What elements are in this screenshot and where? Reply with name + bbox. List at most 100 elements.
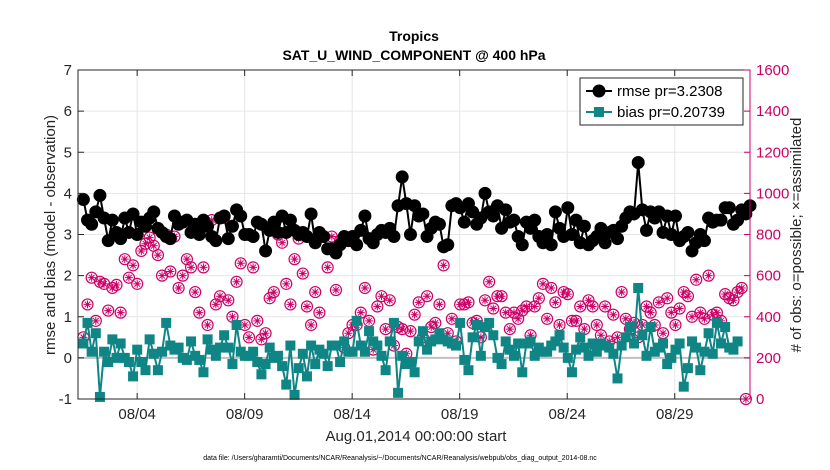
rmse-point <box>668 209 682 223</box>
rmse-point <box>395 170 409 184</box>
obs-possible-circle <box>516 304 529 317</box>
obs-assimilated-cross <box>207 216 216 225</box>
obs-assimilated-cross <box>609 310 618 319</box>
bias-point <box>82 317 93 328</box>
chart-subtitle: SAT_U_WIND_COMPONENT @ 400 hPa <box>282 47 545 63</box>
bias-point <box>571 344 582 355</box>
obs-possible-circle <box>172 281 185 295</box>
obs-assimilated-cross <box>87 273 96 282</box>
obs-point <box>251 314 264 327</box>
obs-possible-circle <box>644 306 657 319</box>
bias-point <box>525 336 536 347</box>
obs-assimilated-cross <box>688 312 697 321</box>
bias-point <box>339 336 350 347</box>
obs-assimilated-cross <box>158 271 167 280</box>
obs-possible-circle <box>184 261 198 274</box>
obs-possible-circle <box>669 318 682 332</box>
obs-possible-circle <box>255 333 268 346</box>
obs-point <box>607 308 620 321</box>
rmse-point <box>403 228 417 241</box>
obs-point <box>110 278 123 291</box>
obs-point <box>296 267 309 280</box>
obs-assimilated-cross <box>464 298 473 307</box>
obs-assimilated-cross <box>547 283 556 292</box>
obs-possible-circle <box>640 300 653 313</box>
bias-point <box>459 354 470 365</box>
bias-point <box>285 340 296 351</box>
y-tick-label: 5 <box>64 144 72 161</box>
bias-point <box>194 354 205 365</box>
obs-assimilated-cross <box>244 333 253 342</box>
bias-point <box>682 363 693 374</box>
rmse-point <box>85 217 99 231</box>
obs-point <box>247 261 260 274</box>
rmse-point <box>221 232 235 246</box>
obs-point <box>371 300 384 313</box>
y2-tick-label: 200 <box>756 350 781 367</box>
obs-assimilated-cross <box>460 300 469 309</box>
bias-point <box>206 344 217 355</box>
obs-possible-circle <box>478 294 492 307</box>
obs-point <box>267 285 280 299</box>
rmse-point <box>515 238 529 252</box>
obs-assimilated-cross <box>659 329 668 338</box>
bias-point <box>140 365 151 376</box>
bias-point <box>152 365 163 376</box>
obs-assimilated-cross <box>116 308 125 317</box>
obs-point <box>669 318 682 332</box>
y2-tick-label: 0 <box>756 391 764 408</box>
obs-point <box>305 318 318 332</box>
obs-possible-circle <box>247 261 260 274</box>
bias-point <box>728 344 739 355</box>
obs-assimilated-cross <box>261 329 270 338</box>
obs-assimilated-cross <box>141 239 150 248</box>
obs-assimilated-cross <box>596 331 605 340</box>
obs-assimilated-cross <box>493 292 502 301</box>
obs-possible-circle <box>329 283 343 297</box>
rmse-point <box>387 230 401 244</box>
obs-assimilated-cross <box>675 304 684 313</box>
obs-possible-circle <box>719 288 732 301</box>
obs-point <box>404 325 417 338</box>
obs-possible-circle <box>404 325 417 338</box>
bias-point <box>318 348 329 359</box>
rmse-point <box>507 213 521 227</box>
obs-assimilated-cross <box>124 273 133 282</box>
obs-point <box>656 327 670 340</box>
bias-point <box>587 338 598 349</box>
obs-point <box>735 281 748 295</box>
obs-point <box>396 322 409 336</box>
obs-possible-circle <box>735 281 748 295</box>
obs-assimilated-cross <box>563 290 572 299</box>
bias-point <box>529 350 540 361</box>
y-tick-label: 4 <box>64 185 72 202</box>
obs-assimilated-cross <box>187 263 196 272</box>
obs-possible-circle <box>251 314 264 327</box>
bias-point <box>186 336 197 347</box>
obs-point <box>197 261 210 274</box>
obs-assimilated-cross <box>712 308 721 317</box>
obs-point <box>483 275 496 288</box>
obs-possible-circle <box>582 294 595 307</box>
bias-point <box>666 352 677 363</box>
obs-possible-circle <box>586 300 599 313</box>
bias-point <box>604 342 615 353</box>
rmse-point <box>714 213 728 227</box>
obs-possible-circle <box>313 306 326 319</box>
obs-assimilated-cross <box>559 288 568 297</box>
rmse-point <box>432 217 446 231</box>
x-tick-label: 08/14 <box>333 406 371 423</box>
rmse-point <box>486 209 500 223</box>
rmse-point <box>283 213 297 227</box>
obs-point <box>313 306 326 319</box>
obs-assimilated-cross <box>704 271 713 280</box>
obs-possible-circle <box>300 300 314 313</box>
obs-possible-circle <box>102 304 115 317</box>
obs-possible-circle <box>545 281 558 295</box>
y2-tick-label: 800 <box>756 227 781 244</box>
obs-assimilated-cross <box>344 329 353 338</box>
obs-assimilated-cross <box>414 298 423 307</box>
obs-assimilated-cross <box>278 238 287 247</box>
rmse-point <box>350 238 364 252</box>
obs-possible-circle <box>176 269 189 282</box>
